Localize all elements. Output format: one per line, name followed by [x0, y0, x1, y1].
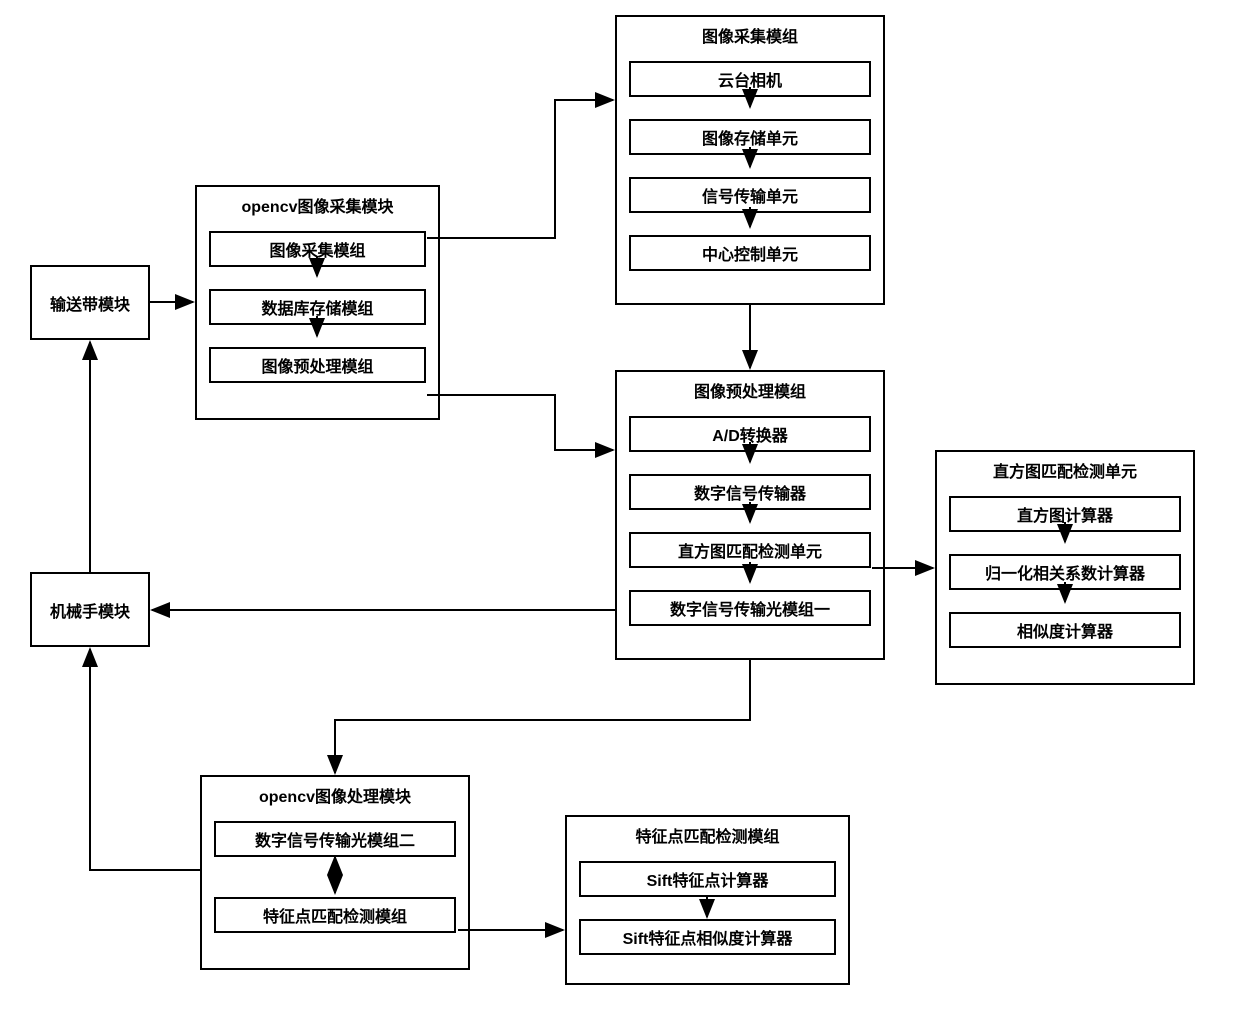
image-preprocess-module: 图像预处理模组 A/D转换器 数字信号传输器 直方图匹配检测单元 数字信号传输光…	[615, 370, 885, 660]
conveyor-module: 输送带模块	[30, 265, 150, 340]
image-capture-item-2: 信号传输单元	[629, 177, 871, 213]
feature-match-item-0: Sift特征点计算器	[579, 861, 836, 897]
opencv-capture-module: opencv图像采集模块 图像采集模组 数据库存储模组 图像预处理模组	[195, 185, 440, 420]
opencv-process-title: opencv图像处理模块	[202, 777, 468, 813]
image-preprocess-item-0: A/D转换器	[629, 416, 871, 452]
conveyor-label: 输送带模块	[50, 291, 130, 315]
opencv-capture-item-0: 图像采集模组	[209, 231, 426, 267]
opencv-process-item-1: 特征点匹配检测模组	[214, 897, 456, 933]
opencv-capture-item-2: 图像预处理模组	[209, 347, 426, 383]
histogram-unit-item-0: 直方图计算器	[949, 496, 1181, 532]
robot-arm-module: 机械手模块	[30, 572, 150, 647]
histogram-unit-item-1: 归一化相关系数计算器	[949, 554, 1181, 590]
feature-match-title: 特征点匹配检测模组	[567, 817, 848, 853]
image-capture-title: 图像采集模组	[617, 17, 883, 53]
image-capture-module: 图像采集模组 云台相机 图像存储单元 信号传输单元 中心控制单元	[615, 15, 885, 305]
opencv-capture-item-1: 数据库存储模组	[209, 289, 426, 325]
image-capture-item-1: 图像存储单元	[629, 119, 871, 155]
image-capture-item-3: 中心控制单元	[629, 235, 871, 271]
histogram-unit-module: 直方图匹配检测单元 直方图计算器 归一化相关系数计算器 相似度计算器	[935, 450, 1195, 685]
image-capture-item-0: 云台相机	[629, 61, 871, 97]
image-preprocess-item-2: 直方图匹配检测单元	[629, 532, 871, 568]
opencv-process-item-0: 数字信号传输光模组二	[214, 821, 456, 857]
feature-match-module: 特征点匹配检测模组 Sift特征点计算器 Sift特征点相似度计算器	[565, 815, 850, 985]
feature-match-item-1: Sift特征点相似度计算器	[579, 919, 836, 955]
opencv-process-module: opencv图像处理模块 数字信号传输光模组二 特征点匹配检测模组	[200, 775, 470, 970]
image-preprocess-item-3: 数字信号传输光模组一	[629, 590, 871, 626]
image-preprocess-title: 图像预处理模组	[617, 372, 883, 408]
histogram-unit-item-2: 相似度计算器	[949, 612, 1181, 648]
opencv-capture-title: opencv图像采集模块	[197, 187, 438, 223]
robot-arm-label: 机械手模块	[50, 598, 130, 622]
histogram-unit-title: 直方图匹配检测单元	[937, 452, 1193, 488]
image-preprocess-item-1: 数字信号传输器	[629, 474, 871, 510]
